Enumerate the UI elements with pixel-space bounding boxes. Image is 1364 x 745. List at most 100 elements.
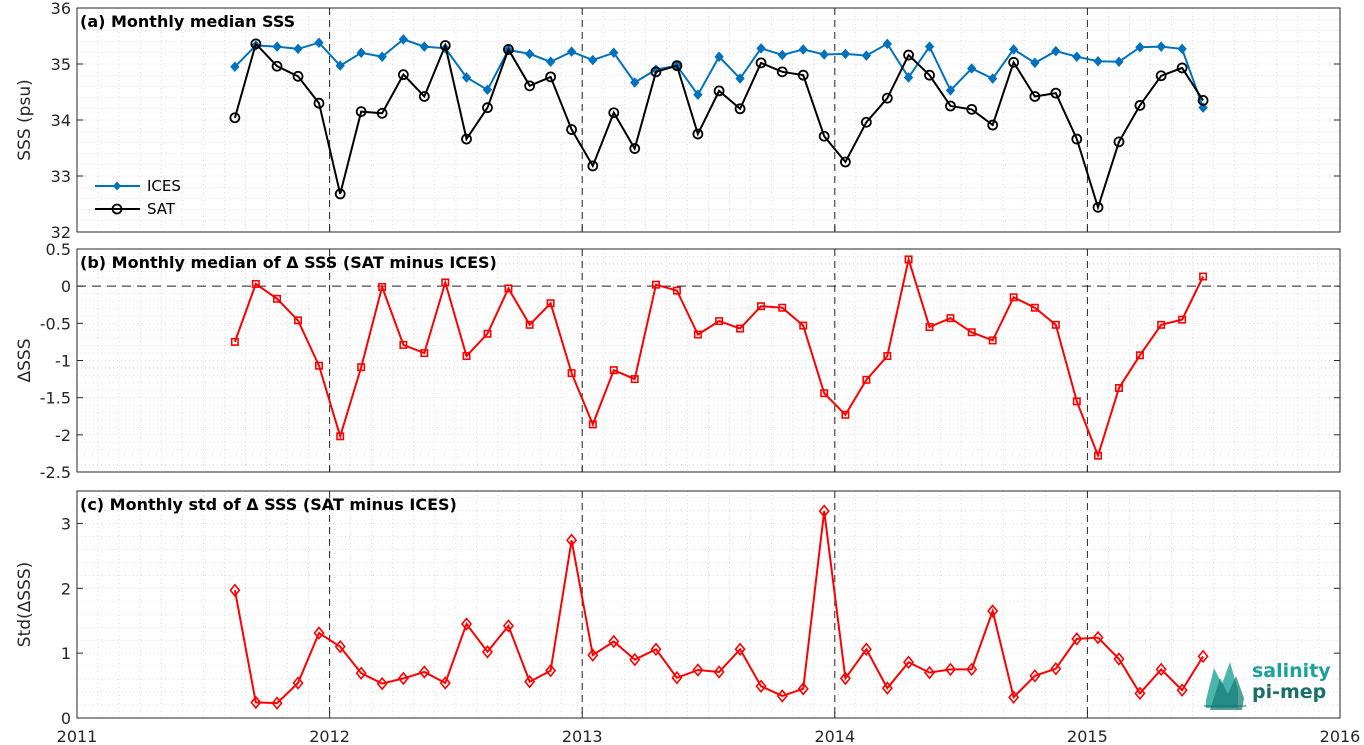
data-point [756,43,766,54]
data-point [334,188,346,200]
data-point [630,375,639,384]
series-delta-b [230,255,1208,460]
data-point [399,340,408,349]
y-tick-label: 3 [61,514,71,533]
data-point [1178,315,1187,324]
y-tick-label: 0 [61,709,71,728]
data-point [797,69,809,81]
y-tick-label: -2.5 [40,463,71,482]
data-point [987,604,999,618]
data-point [967,63,977,74]
legend-marker [111,203,123,215]
x-tick-label: 2016 [1320,727,1361,745]
data-point [840,48,851,60]
data-point [755,57,767,69]
data-point [1135,351,1144,360]
data-point [862,375,871,384]
data-point [355,666,367,681]
data-point [439,40,451,51]
data-point [1198,102,1208,113]
y-tick-label: -1.5 [40,389,71,408]
data-point [355,106,367,117]
data-point [524,48,535,60]
data-point [356,47,366,59]
data-point [525,320,534,329]
panel-a: 32 33 34 35 36 SSS (psu) (a) Monthly median SS… [15,0,1341,242]
panel-title-a: (a) Monthly median SSS [80,12,295,31]
x-tick-label: 2015 [1067,727,1108,745]
data-point [1134,100,1146,111]
data-point [1009,293,1018,302]
data-point [883,352,892,361]
data-point [566,46,577,57]
data-point [545,56,556,68]
y-tick-label: 36 [51,0,71,18]
data-point [292,676,304,690]
data-point [967,328,976,337]
data-point [1072,51,1082,62]
data-point [336,432,345,441]
panel-b: -2.5 -2 -1.5 -1 -0.5 0 0.5 ΔSSS (b) Monthly medi… [15,240,1341,482]
data-point [840,156,851,168]
data-point [925,323,934,332]
legend-label: SAT [147,200,176,218]
data-point [777,49,787,61]
legend: ICES SAT [95,177,181,218]
data-point [1051,45,1061,57]
data-point [461,133,472,145]
data-point [819,49,829,60]
data-point [820,389,829,398]
y-tick-label: 1 [61,644,71,663]
y-axis-label-b: ΔSSS [15,338,35,382]
data-point [314,361,323,370]
data-point [462,352,471,361]
data-point [250,695,262,710]
data-point [903,655,915,669]
x-tick-label: 2013 [562,727,603,745]
data-point [818,504,830,518]
data-point [1030,57,1040,69]
data-point [1071,632,1083,646]
data-point [1072,397,1081,406]
x-tick-label: 2011 [57,727,98,745]
data-point [229,112,241,124]
data-point [903,49,914,61]
data-point [713,665,725,679]
logo-line1: salinity [1252,660,1331,682]
data-point [945,85,956,96]
data-point [903,72,914,83]
data-point [923,665,936,680]
x-tick-label: 2012 [309,727,350,745]
series-line [233,510,1204,705]
data-point [629,143,641,154]
data-point [966,662,978,677]
data-point [1008,56,1020,68]
y-tick-label: 0 [61,277,71,296]
data-point [504,284,513,293]
data-point [1114,384,1123,393]
data-point [335,60,345,71]
data-point [271,696,283,710]
data-point [734,642,746,657]
data-point [502,619,514,633]
data-point [715,317,724,326]
data-point [524,674,536,689]
data-point [420,349,429,358]
data-point [376,676,388,691]
data-point [692,128,704,140]
logo-line2: pi-mep [1252,681,1326,703]
data-point [757,302,766,311]
panel-c: 0 1 2 3 2011 2012 2013 2014 2015 2016 Std(ΔSSS) (c)… [15,490,1361,745]
data-point [608,634,620,649]
data-point [776,66,788,78]
data-point [587,648,599,662]
data-point [609,47,619,59]
data-point [693,330,702,339]
axes-box-b [76,248,1341,473]
data-point [418,665,430,679]
data-point [546,299,555,308]
data-point [503,44,514,55]
data-point [818,130,830,142]
data-point [671,60,683,72]
data-point [1092,630,1104,645]
